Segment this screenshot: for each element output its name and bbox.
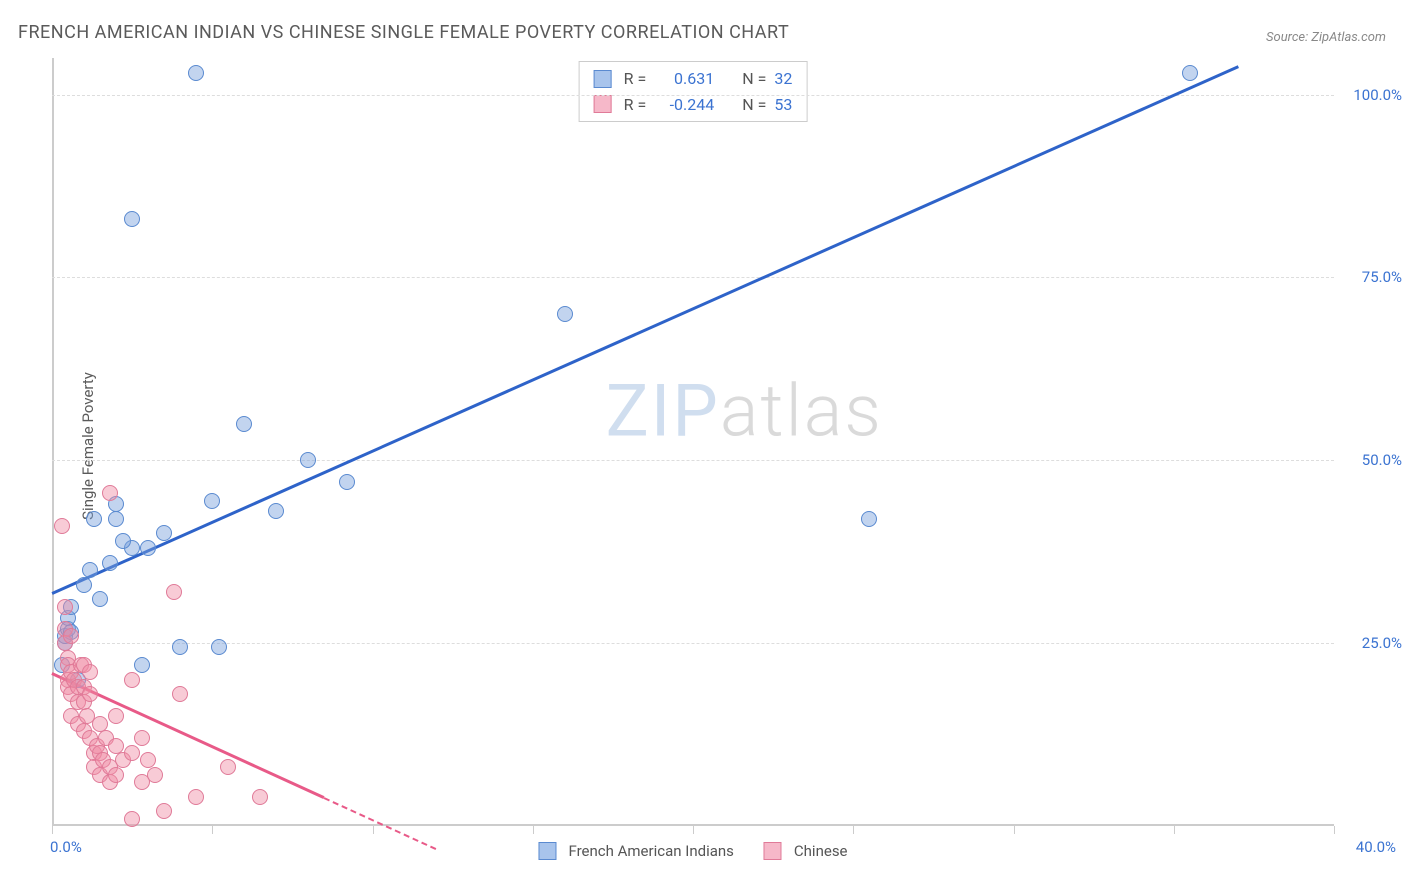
y-axis-line	[52, 58, 54, 826]
data-point	[124, 211, 140, 227]
legend-swatch-2	[764, 842, 782, 860]
stats-row-series-1: R = 0.631 N = 32	[594, 66, 793, 92]
r-label-1: R =	[624, 66, 647, 92]
gridline	[52, 277, 1334, 278]
data-point	[140, 752, 156, 768]
n-label-1: N =	[742, 66, 766, 92]
data-point	[115, 533, 131, 549]
gridline	[52, 95, 1334, 96]
data-point	[211, 639, 227, 655]
x-tick-label-min: 0.0%	[50, 838, 82, 856]
data-point	[102, 485, 118, 501]
data-point	[204, 493, 220, 509]
watermark-atlas: atlas	[720, 369, 883, 454]
legend-item-2: Chinese	[764, 842, 848, 860]
data-point	[557, 306, 573, 322]
data-point	[220, 759, 236, 775]
data-point	[108, 767, 124, 783]
legend-label-1: French American Indians	[568, 842, 733, 860]
data-point	[108, 708, 124, 724]
data-point	[57, 599, 73, 615]
series-legend: French American Indians Chinese	[538, 842, 847, 860]
data-point	[92, 716, 108, 732]
trend-line	[51, 65, 1238, 594]
data-point	[172, 686, 188, 702]
data-point	[252, 789, 268, 805]
data-point	[172, 639, 188, 655]
data-point	[140, 540, 156, 556]
swatch-series-2	[594, 95, 612, 113]
legend-swatch-1	[538, 842, 556, 860]
data-point	[861, 511, 877, 527]
data-point	[63, 628, 79, 644]
data-point	[156, 803, 172, 819]
data-point	[92, 591, 108, 607]
data-point	[86, 511, 102, 527]
chart-title: FRENCH AMERICAN INDIAN VS CHINESE SINGLE…	[18, 22, 789, 43]
plot-area: ZIPatlas R = 0.631 N = 32 R = -0.244 N =…	[52, 58, 1334, 826]
x-tick	[853, 826, 854, 834]
data-point	[134, 730, 150, 746]
data-point	[188, 65, 204, 81]
data-point	[339, 474, 355, 490]
x-tick	[1334, 826, 1335, 834]
data-point	[108, 511, 124, 527]
data-point	[124, 745, 140, 761]
data-point	[54, 518, 70, 534]
watermark: ZIPatlas	[606, 369, 883, 454]
x-tick	[212, 826, 213, 834]
y-tick-label: 25.0%	[1362, 634, 1402, 652]
data-point	[124, 811, 140, 827]
x-tick	[1174, 826, 1175, 834]
x-tick	[533, 826, 534, 834]
data-point	[166, 584, 182, 600]
x-tick	[52, 826, 53, 834]
n-value-1: 32	[774, 66, 792, 92]
data-point	[76, 577, 92, 593]
data-point	[1182, 65, 1198, 81]
gridline	[52, 460, 1334, 461]
correlation-stats-box: R = 0.631 N = 32 R = -0.244 N = 53	[579, 61, 808, 122]
y-tick-label: 75.0%	[1362, 268, 1402, 286]
y-tick-label: 50.0%	[1362, 451, 1402, 469]
x-tick-label-max: 40.0%	[1356, 838, 1396, 856]
source-attribution: Source: ZipAtlas.com	[1266, 30, 1386, 45]
data-point	[236, 416, 252, 432]
y-tick-label: 100.0%	[1353, 86, 1402, 104]
data-point	[124, 672, 140, 688]
watermark-zip: ZIP	[606, 369, 720, 454]
data-point	[147, 767, 163, 783]
swatch-series-1	[594, 70, 612, 88]
r-value-1: 0.631	[654, 66, 714, 92]
x-tick	[373, 826, 374, 834]
data-point	[156, 525, 172, 541]
data-point	[268, 503, 284, 519]
data-point	[134, 657, 150, 673]
data-point	[82, 686, 98, 702]
data-point	[108, 738, 124, 754]
data-point	[188, 789, 204, 805]
legend-item-1: French American Indians	[538, 842, 733, 860]
data-point	[82, 664, 98, 680]
data-point	[82, 562, 98, 578]
gridline	[52, 643, 1334, 644]
x-tick	[1014, 826, 1015, 834]
data-point	[102, 555, 118, 571]
legend-label-2: Chinese	[794, 842, 848, 860]
x-tick	[693, 826, 694, 834]
data-point	[300, 452, 316, 468]
